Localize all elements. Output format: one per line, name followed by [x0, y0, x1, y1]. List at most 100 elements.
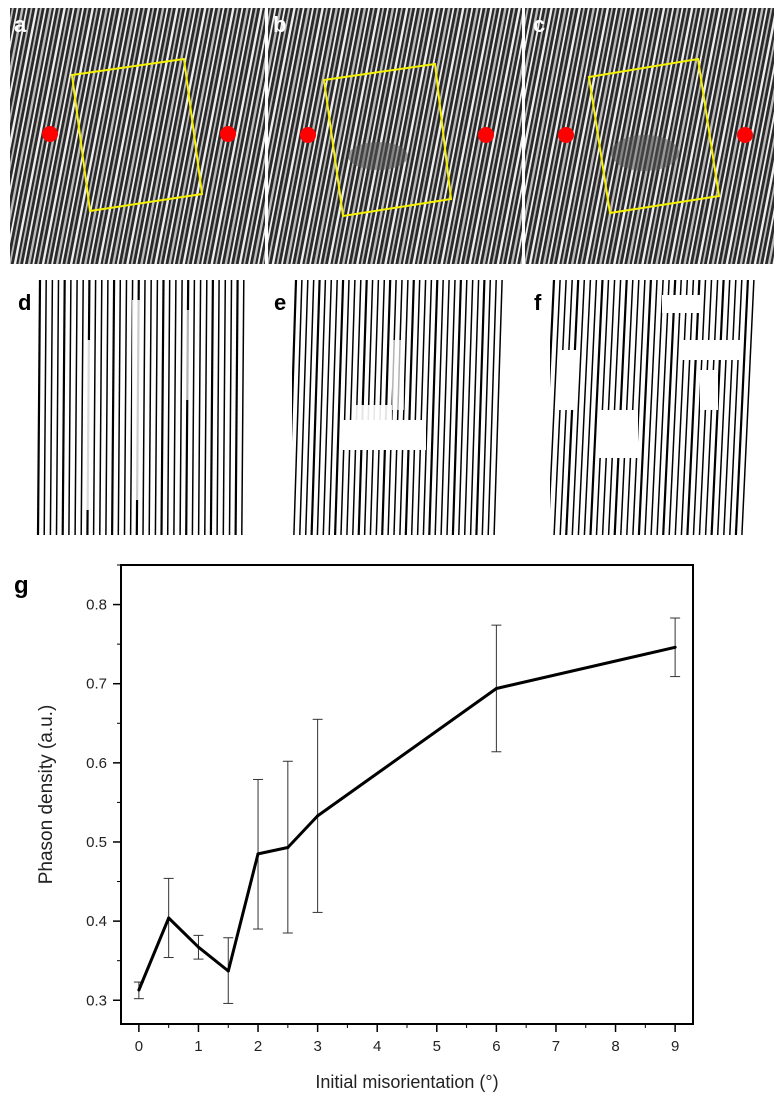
lattice-line — [620, 280, 634, 535]
data-point — [196, 945, 200, 949]
x-axis-label: Initial misorientation (°) — [315, 1072, 498, 1092]
data-point — [167, 916, 171, 920]
lattice-line — [123, 280, 128, 535]
lattice-line — [550, 280, 556, 389]
lattice-line — [650, 280, 664, 535]
y-tick-label: 0.7 — [86, 676, 107, 693]
red-marker-2 — [478, 127, 494, 143]
data-point — [316, 814, 320, 818]
lattice-line — [686, 280, 701, 535]
lattice-line — [410, 280, 421, 535]
data-point — [286, 846, 290, 850]
y-tick-label: 0.6 — [86, 755, 107, 772]
lattice-line — [589, 280, 604, 535]
lattice-line — [74, 280, 78, 535]
lattice-line — [644, 280, 658, 535]
lattice-line — [428, 280, 439, 535]
lattice-line — [674, 280, 689, 535]
x-tick-label: 7 — [552, 1038, 560, 1055]
lattice-line — [310, 280, 321, 535]
lattice-line — [61, 280, 66, 535]
lattice-line — [154, 280, 159, 535]
panel-label-a: a — [14, 12, 27, 37]
red-marker-1 — [300, 127, 316, 143]
data-point — [494, 686, 498, 690]
lattice-line — [583, 280, 598, 535]
panel-label-e: e — [274, 290, 287, 315]
lattice-line — [292, 280, 298, 443]
lattice-line — [601, 280, 616, 535]
lattice-line — [662, 280, 677, 535]
line-trace-panel-e — [292, 280, 504, 535]
lattice-line — [111, 280, 116, 535]
lattice-line — [105, 280, 109, 535]
lattice-line — [322, 280, 333, 535]
lattice-line — [99, 280, 103, 535]
selection-box — [70, 57, 204, 213]
lattice-line — [173, 280, 177, 535]
phason-density-series-line — [137, 645, 676, 991]
selection-box — [587, 57, 721, 215]
lattice-line — [234, 280, 239, 535]
lattice-line — [36, 280, 42, 535]
lattice-line — [316, 280, 327, 535]
lattice-line — [55, 280, 60, 535]
phason-density-chart: 0.3 0.4 0.5 0.6 0.7 0.8 0 1 2 3 4 5 6 7 8 9 Initial miso… — [36, 564, 694, 1092]
lattice-line — [43, 280, 47, 535]
lattice-line — [293, 280, 303, 535]
lattice-line — [148, 280, 152, 535]
data-point — [226, 969, 230, 973]
lattice-line — [80, 280, 84, 535]
lattice-line — [422, 280, 433, 535]
x-tick-label: 5 — [433, 1038, 441, 1055]
lattice-line — [334, 280, 345, 535]
x-tick-label: 2 — [254, 1038, 262, 1055]
lattice-line — [160, 280, 165, 535]
lattice-line — [680, 280, 695, 535]
lattice-line — [577, 280, 592, 535]
lattice-line — [299, 280, 309, 535]
lattice-line — [117, 280, 122, 535]
x-tick-label: 9 — [671, 1038, 679, 1055]
x-tick-label: 8 — [611, 1038, 619, 1055]
lattice-line — [626, 280, 640, 535]
y-tick-label: 0.5 — [86, 834, 107, 851]
lattice-line — [716, 280, 731, 535]
lattice-line — [632, 280, 646, 535]
line-trace-panel-d — [36, 280, 246, 535]
lattice-line — [222, 280, 227, 535]
selection-box — [322, 62, 453, 218]
x-tick-label: 0 — [135, 1038, 143, 1055]
y-tick-label: 0.3 — [86, 992, 107, 1009]
micrograph-panel-c — [525, 8, 774, 264]
micrograph-panel-a — [10, 8, 265, 264]
lattice-line — [166, 280, 171, 535]
lattice-line — [92, 280, 97, 535]
lattice-line — [340, 280, 350, 535]
lattice-line — [216, 280, 220, 535]
line-trace-panel-f — [550, 280, 756, 535]
lattice-line — [204, 280, 208, 535]
red-marker-1 — [42, 126, 58, 142]
lattice-line — [734, 280, 749, 535]
panel-label-f: f — [534, 290, 542, 315]
panel-label-c: c — [533, 12, 546, 37]
red-marker-2 — [737, 127, 753, 143]
y-tick-label: 0.4 — [86, 913, 107, 930]
lattice-line — [613, 280, 628, 535]
phason-blur-region — [611, 135, 679, 171]
lattice-line — [446, 280, 456, 535]
lattice-line — [656, 280, 670, 535]
lattice-line — [241, 280, 245, 535]
lattice-line — [692, 280, 707, 535]
y-axis-label: Phason density (a.u.) — [36, 705, 57, 885]
lattice-line — [346, 280, 356, 535]
lattice-line — [142, 280, 146, 535]
y-tick-label: 0.8 — [86, 597, 107, 614]
red-marker-2 — [220, 126, 236, 142]
x-tick-label: 6 — [492, 1038, 500, 1055]
lattice-line — [179, 280, 183, 535]
x-tick-label: 1 — [194, 1038, 202, 1055]
lattice-line — [49, 280, 54, 535]
x-tick-label: 4 — [373, 1038, 381, 1055]
